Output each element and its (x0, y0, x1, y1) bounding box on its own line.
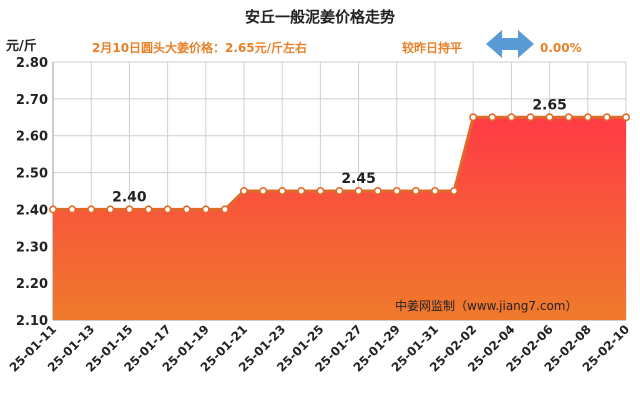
data-point (106, 205, 115, 214)
data-point (621, 113, 630, 122)
price-note: 2月10日圆头大姜价格：2.65元/斤左右 (92, 40, 307, 55)
data-labels: 2.40 2.45 2.65 (112, 97, 567, 205)
data-point (602, 113, 611, 122)
data-label: 2.45 (341, 171, 376, 187)
change-percent: 0.00% (540, 41, 582, 55)
data-point (411, 187, 420, 196)
data-label: 2.40 (112, 189, 147, 205)
watermark: 中姜网监制（www.jiang7.com） (395, 298, 577, 313)
data-points (48, 113, 630, 214)
data-point (583, 113, 592, 122)
data-point (182, 205, 191, 214)
data-label: 2.65 (532, 97, 567, 113)
x-axis-ticks: 25-01-1125-01-1325-01-1525-01-1725-01-19… (7, 322, 632, 374)
data-point (220, 205, 229, 214)
data-point (354, 187, 363, 196)
compare-label: 较昨日持平 (402, 40, 462, 55)
double-arrow-icon (486, 30, 534, 58)
data-point (469, 113, 478, 122)
data-point (392, 187, 401, 196)
data-point (278, 187, 287, 196)
y-tick-label: 2.40 (16, 203, 48, 218)
data-point (201, 205, 210, 214)
data-point (526, 113, 535, 122)
y-tick-label: 2.20 (16, 277, 48, 292)
y-tick-label: 2.70 (16, 93, 48, 108)
y-axis-ticks: 2.10 2.20 2.30 2.40 2.50 2.60 2.70 2.80 (16, 56, 48, 329)
data-point (507, 113, 516, 122)
price-area (53, 117, 626, 320)
y-tick-label: 2.60 (16, 130, 48, 145)
data-point (335, 187, 344, 196)
y-tick-label: 2.10 (16, 314, 48, 329)
data-point (450, 187, 459, 196)
data-point (259, 187, 268, 196)
data-point (545, 113, 554, 122)
data-point (240, 187, 249, 196)
data-point (87, 205, 96, 214)
data-point (125, 205, 134, 214)
data-point (430, 187, 439, 196)
y-unit-label: 元/斤 (6, 38, 37, 54)
y-tick-label: 2.50 (16, 167, 48, 182)
chart-title: 安丘一般泥姜价格走势 (245, 8, 395, 26)
data-point (564, 113, 573, 122)
data-point (488, 113, 497, 122)
data-point (48, 205, 57, 214)
data-point (68, 205, 77, 214)
y-tick-label: 2.30 (16, 240, 48, 255)
data-point (373, 187, 382, 196)
data-point (144, 205, 153, 214)
y-tick-label: 2.80 (16, 56, 48, 71)
data-point (316, 187, 325, 196)
data-point (163, 205, 172, 214)
data-point (297, 187, 306, 196)
